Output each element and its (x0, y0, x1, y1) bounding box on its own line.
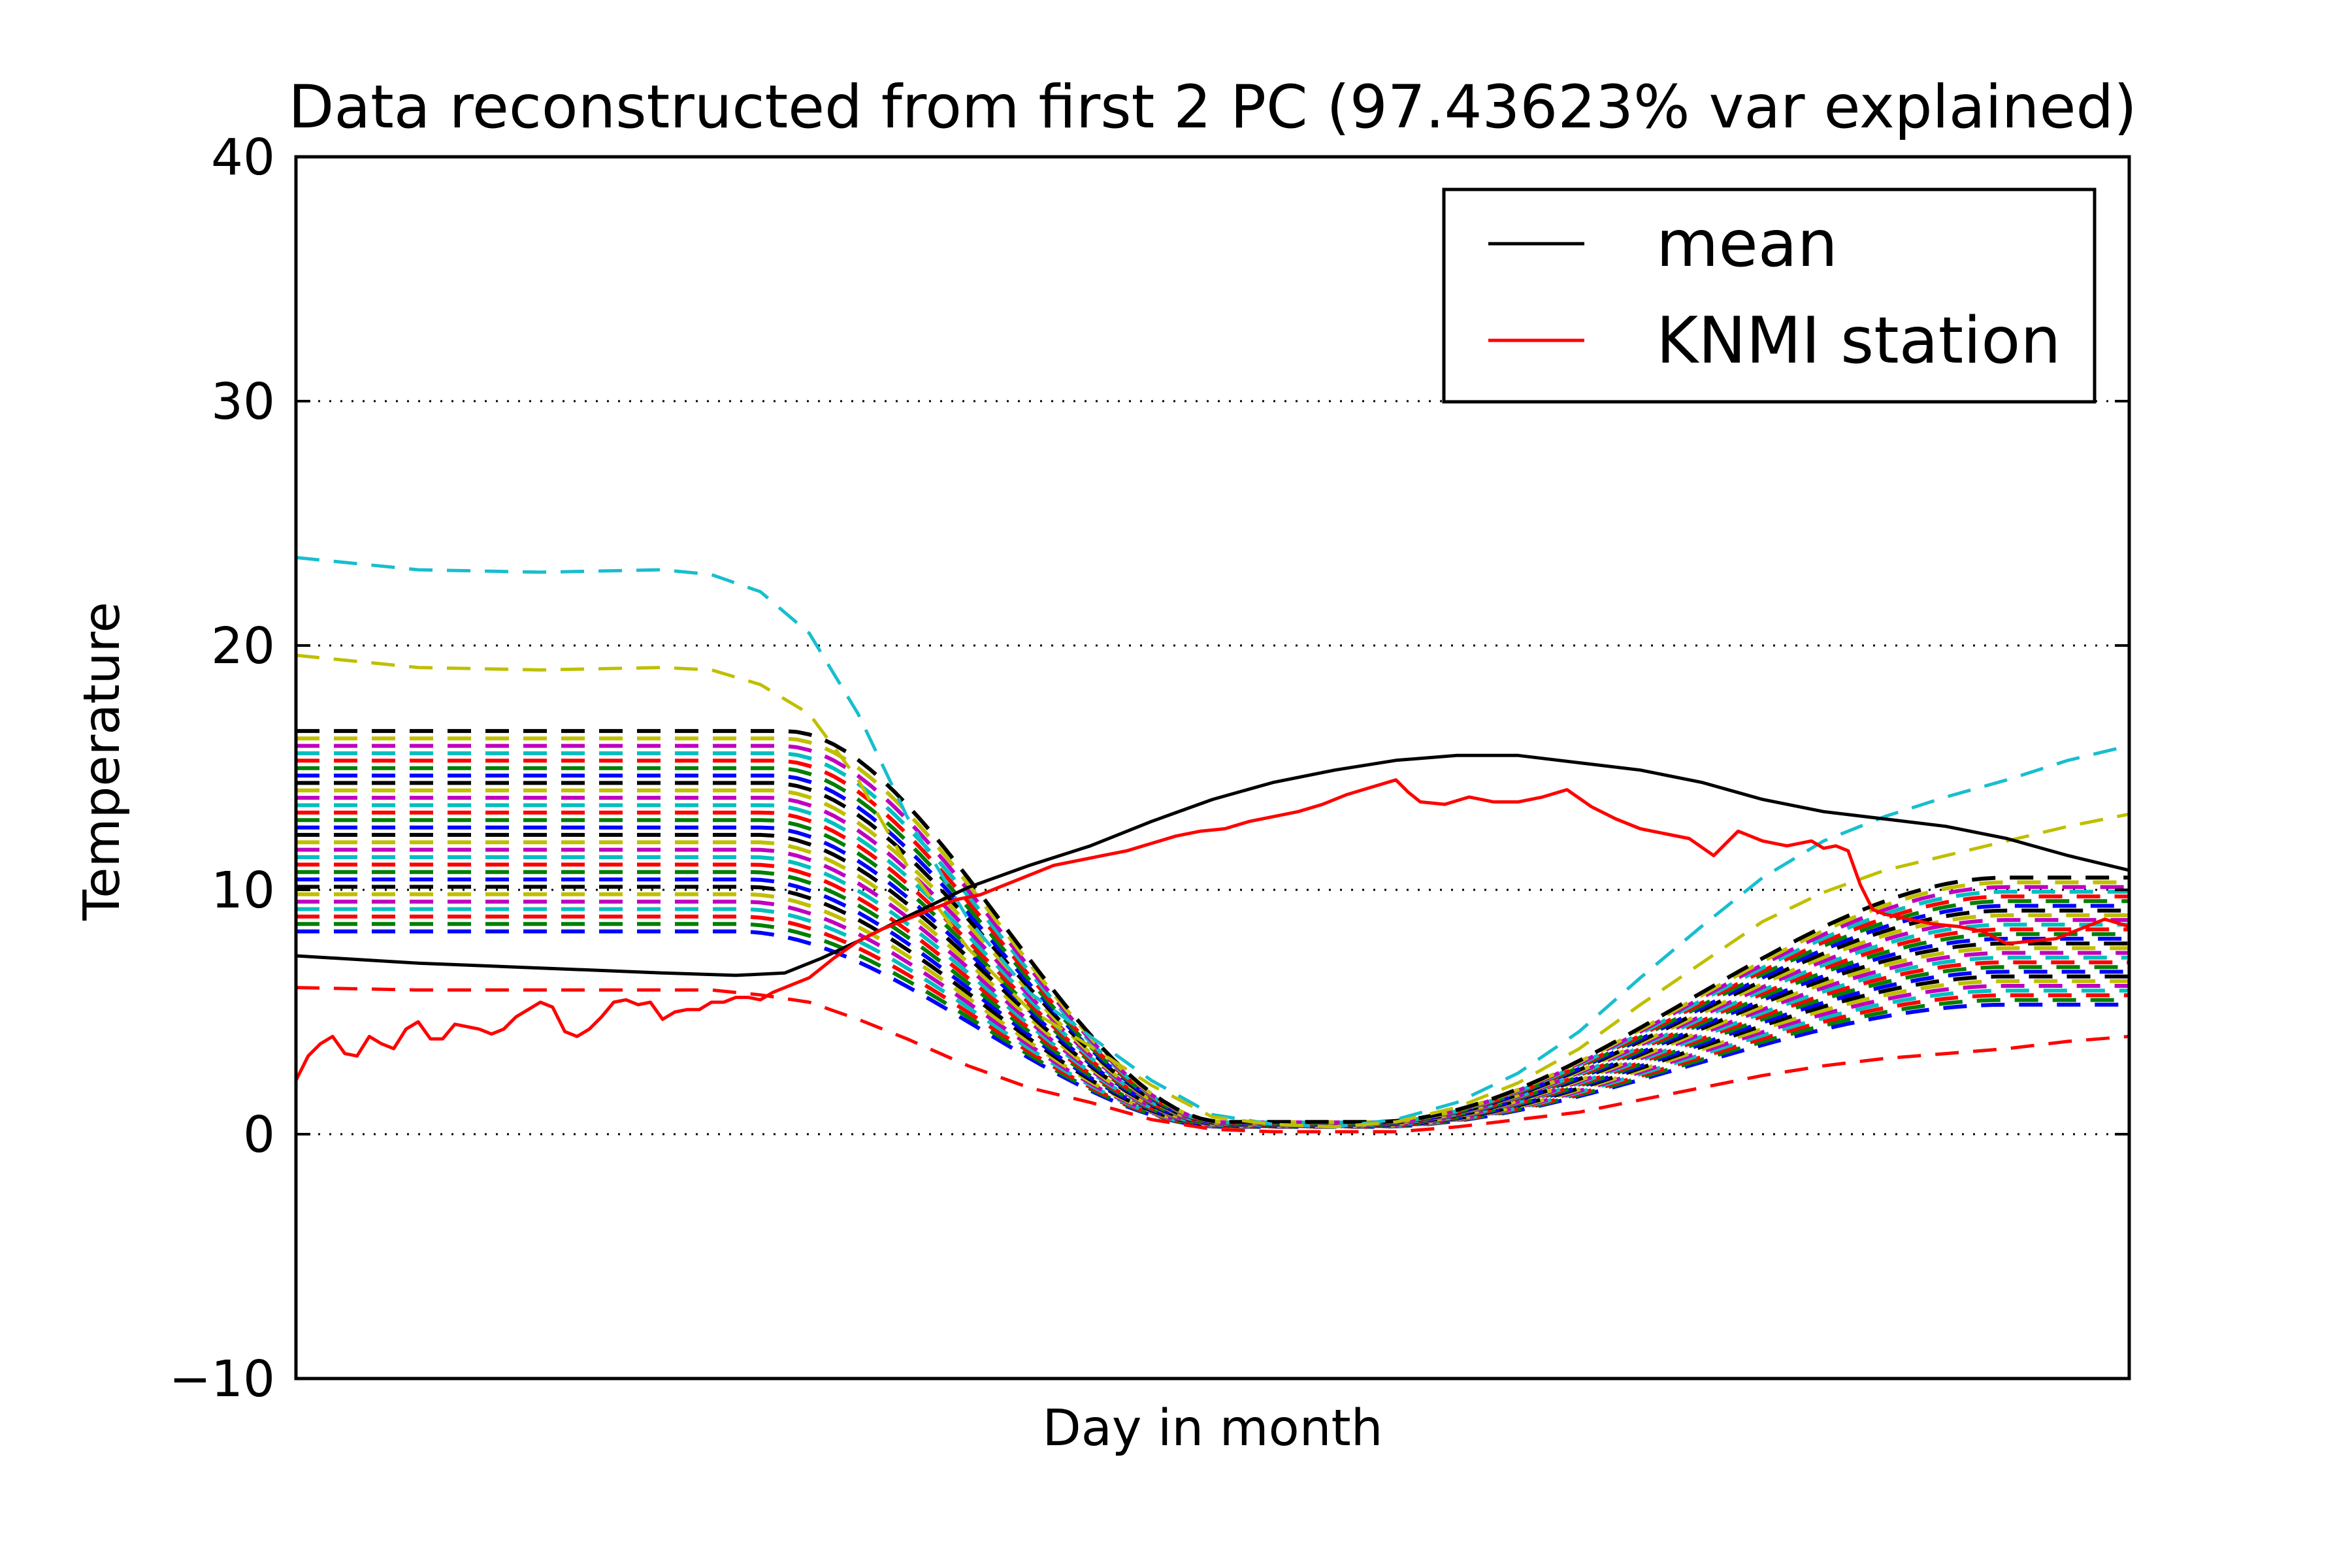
band-series-line (296, 847, 2129, 1127)
band-series-line (296, 929, 2129, 1129)
band-series-line (296, 743, 2129, 1124)
band-series-line (296, 900, 2129, 1128)
y-axis-label: Temperature (73, 602, 131, 921)
band-series-line (296, 892, 2129, 1128)
band-series-line (296, 818, 2129, 1126)
band-series-line (296, 728, 2129, 1124)
band-series-line (296, 774, 2129, 1125)
band-series-line (296, 796, 2129, 1126)
series-line-mean (296, 753, 2129, 977)
band-series-line (296, 788, 2129, 1126)
legend-label-mean: mean (1656, 207, 1838, 282)
plot-frame (294, 155, 2131, 1380)
band-series-line (296, 751, 2129, 1125)
legend-label-knmi-station: KNMI station (1656, 304, 2061, 378)
band-series-line (296, 825, 2129, 1126)
series-group (296, 555, 2129, 1134)
band-series-line (296, 885, 2129, 1128)
y-tick-label: 20 (211, 617, 275, 676)
legend-box (1442, 188, 2097, 404)
series-line-dashed (296, 986, 2129, 1134)
band-series-line (296, 766, 2129, 1125)
y-tick-label: 30 (211, 373, 275, 431)
band-series-line (296, 832, 2129, 1127)
band-series-line (296, 759, 2129, 1125)
legend: mean KNMI station (1442, 188, 2097, 404)
y-tick-label: −10 (169, 1350, 276, 1409)
band-series-line (296, 840, 2129, 1127)
y-axis-ticks: −10 0 10 20 30 40 (169, 129, 2129, 1409)
chart-title: Data reconstructed from first 2 PC (97.4… (288, 73, 2137, 142)
series-line-dashed (296, 555, 2129, 1129)
band-series-line (296, 922, 2129, 1129)
series-line-knmi-station (296, 778, 2129, 1081)
series-line-dashed (296, 653, 2129, 1129)
y-tick-label: 10 (211, 862, 275, 920)
band-series-group (296, 728, 2129, 1129)
y-tick-label: 40 (211, 129, 275, 187)
y-tick-label: 0 (243, 1106, 275, 1164)
x-axis-label: Day in month (1042, 1399, 1382, 1458)
